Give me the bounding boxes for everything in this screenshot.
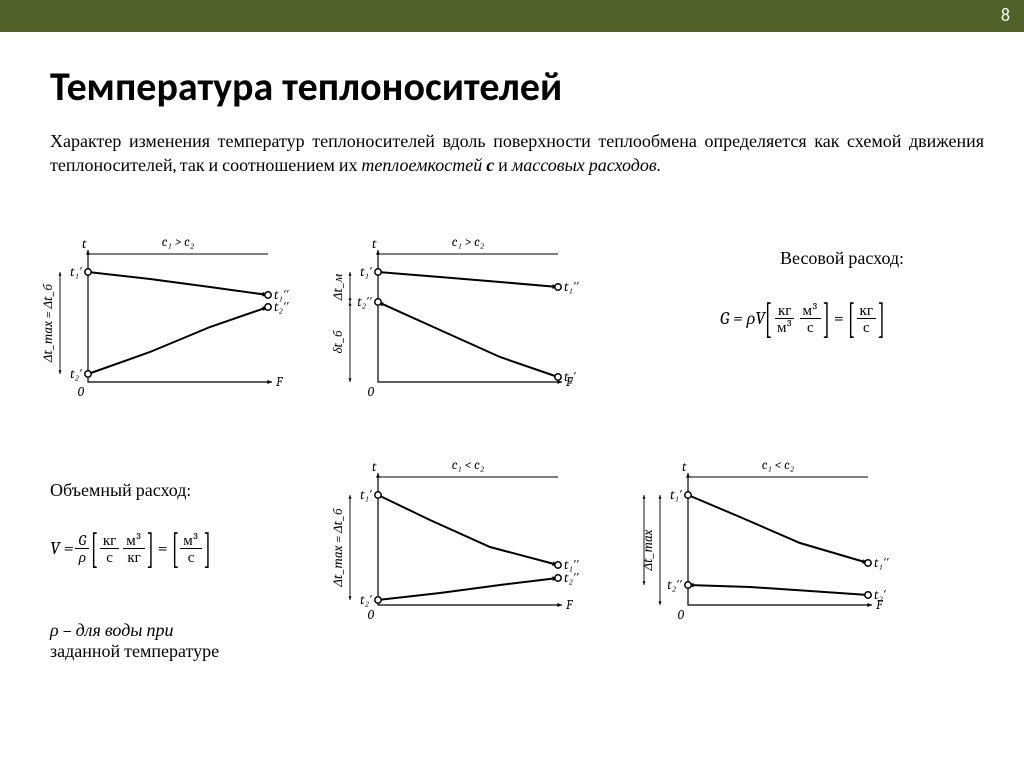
intro-paragraph: Характер изменения температур теплоносит… <box>50 130 984 179</box>
svg-text:Δt_max = Δt_б: Δt_max = Δt_б <box>41 283 56 363</box>
formula-G: G = ρV [ кгм³ м³с ] = [ кгс ] <box>720 300 885 338</box>
rho-note: ρ – для воды при заданной температуре <box>50 620 219 662</box>
svg-text:t: t <box>372 237 377 252</box>
chart-C: c₁ < c₂t F 0t₁′ t₂′t₁′′ t₂′′ Δt_max = Δt… <box>330 455 580 635</box>
svg-text:0: 0 <box>78 385 85 400</box>
svg-text:t₁′′: t₁′′ <box>564 280 579 295</box>
formula-V: V = Gρ [ кгс м³кг ] = [ м³с ] <box>50 530 211 568</box>
svg-text:t: t <box>372 460 377 475</box>
svg-text:t₁′: t₁′ <box>70 265 82 280</box>
svg-text:c₁ < c₂: c₁ < c₂ <box>762 458 795 473</box>
svg-text:t₂′′: t₂′′ <box>357 295 372 310</box>
svg-text:0: 0 <box>678 608 685 623</box>
svg-text:t₂′′: t₂′′ <box>667 578 682 593</box>
svg-text:t₁′′: t₁′′ <box>874 556 889 571</box>
svg-text:δt_б: δt_б <box>331 330 346 353</box>
svg-text:t₁′: t₁′ <box>670 488 682 503</box>
svg-text:Δt_max: Δt_max <box>641 529 656 571</box>
svg-text:t₂′: t₂′ <box>874 588 886 603</box>
page-header: 8 <box>0 0 1024 32</box>
page-number: 8 <box>1001 4 1010 26</box>
svg-text:t: t <box>682 460 687 475</box>
svg-text:c₁ > c₂: c₁ > c₂ <box>452 235 485 250</box>
svg-text:Δt_max = Δt_б: Δt_max = Δt_б <box>331 508 346 588</box>
svg-text:Δt_м: Δt_м <box>331 274 346 301</box>
svg-text:t₂′′: t₂′′ <box>564 571 579 586</box>
page-title: Температура теплоносителей <box>50 62 562 111</box>
svg-text:t₁′: t₁′ <box>360 488 372 503</box>
svg-text:0: 0 <box>368 385 375 400</box>
svg-text:t₁′: t₁′ <box>360 265 372 280</box>
svg-text:t₂′′: t₂′′ <box>274 300 289 315</box>
chart-B: c₁ > c₂t F 0t₁′ t₂′′t₁′′ t₂′ Δt_м δt_б δ… <box>330 232 580 412</box>
weight-flow-label: Весовой расход: <box>780 248 904 269</box>
svg-text:t₂′: t₂′ <box>564 370 576 385</box>
svg-text:F: F <box>275 375 283 390</box>
svg-text:c₁ < c₂: c₁ < c₂ <box>452 458 485 473</box>
volume-flow-label: Объемный расход: <box>50 480 191 501</box>
chart-A: c₁ > c₂t F 0t₁′ t₂′t₁′′ t₂′′ Δt_max = Δt… <box>40 232 290 412</box>
svg-text:t: t <box>82 237 87 252</box>
svg-text:t₂′: t₂′ <box>360 593 372 608</box>
svg-text:t₂′: t₂′ <box>70 367 82 382</box>
svg-text:F: F <box>565 598 573 613</box>
svg-text:0: 0 <box>368 608 375 623</box>
svg-text:c₁ > c₂: c₁ > c₂ <box>162 235 195 250</box>
chart-D: c₁ < c₂t F 0t₁′ t₂′′t₁′′ t₂′ Δt_max δt_б… <box>640 455 890 635</box>
